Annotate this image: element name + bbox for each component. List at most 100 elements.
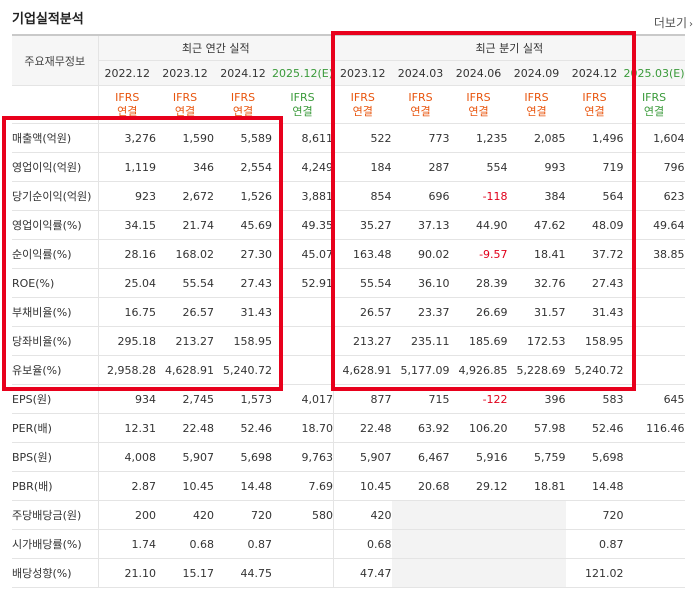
row-label: 시가배당률(%) xyxy=(12,529,99,559)
table-cell: 172.53 xyxy=(507,326,566,356)
more-link[interactable]: 더보기 › xyxy=(654,14,693,31)
table-cell: 26.69 xyxy=(449,297,508,327)
consolidation-label: 연결 xyxy=(410,104,431,118)
table-cell xyxy=(391,558,450,588)
table-cell: 1.74 xyxy=(98,529,156,559)
table-row: 배당성향(%) 21.10 15.17 44.75 47.47 121.02 xyxy=(12,558,685,588)
consolidation-label: 연결 xyxy=(526,104,547,118)
table-cell: 0.68 xyxy=(333,529,392,559)
table-cell: 4,628.91 xyxy=(333,355,392,385)
table-cell: 420 xyxy=(333,500,392,530)
consolidation-label: 연결 xyxy=(232,104,254,118)
table-cell: 9,763 xyxy=(272,442,335,472)
table-cell xyxy=(623,558,685,588)
table-cell: 23.37 xyxy=(391,297,450,327)
table-cell: 52.91 xyxy=(272,268,335,298)
table-cell: 47.47 xyxy=(333,558,392,588)
period-header: 2024.12 xyxy=(565,60,624,86)
accounting-standard-cell: IFRS 연결 xyxy=(272,85,335,124)
table-cell xyxy=(449,500,508,530)
table-cell: 34.15 xyxy=(98,210,156,240)
table-cell xyxy=(449,558,508,588)
table-cell: 5,240.72 xyxy=(214,355,272,385)
table-cell xyxy=(391,529,450,559)
table-cell: 5,916 xyxy=(449,442,508,472)
table-cell: 45.07 xyxy=(272,239,335,269)
table-cell xyxy=(391,500,450,530)
table-cell: 44.75 xyxy=(214,558,272,588)
table-row: 부채비율(%) 16.75 26.57 31.43 26.57 23.37 26.69 31.… xyxy=(12,297,685,327)
table-cell: 158.95 xyxy=(214,326,272,356)
accounting-standard-cell: IFRS 연결 xyxy=(449,85,508,124)
table-cell: 18.81 xyxy=(507,471,566,501)
table-cell: 1,235 xyxy=(449,123,508,153)
table-cell xyxy=(623,268,685,298)
corner-label: 주요재무정보 xyxy=(12,35,99,86)
table-cell: 773 xyxy=(391,123,450,153)
table-cell: 52.46 xyxy=(565,413,624,443)
annual-group-header: 최근 연간 실적 xyxy=(98,35,335,61)
table-cell: 25.04 xyxy=(98,268,156,298)
table-cell: 26.57 xyxy=(333,297,392,327)
table-cell: 36.10 xyxy=(391,268,450,298)
row-label: 주당배당금(원) xyxy=(12,500,99,530)
chevron-right-icon: › xyxy=(689,19,693,30)
consolidation-label: 연결 xyxy=(352,104,373,118)
table-cell: 48.09 xyxy=(565,210,624,240)
table-row: 순이익률(%) 28.16 168.02 27.30 45.07 163.48 90.02-… xyxy=(12,239,685,269)
table-cell: 2.87 xyxy=(98,471,156,501)
standard-label: IFRS xyxy=(350,90,375,104)
table-cell: 31.43 xyxy=(565,297,624,327)
accounting-standard-cell: IFRS 연결 xyxy=(623,85,685,124)
table-cell: 49.35 xyxy=(272,210,335,240)
table-cell: 934 xyxy=(98,384,156,414)
standard-label: IFRS xyxy=(582,90,607,104)
table-cell: 719 xyxy=(565,152,624,182)
table-cell: 993 xyxy=(507,152,566,182)
table-cell: 14.48 xyxy=(565,471,624,501)
period-header: 2023.12 xyxy=(333,60,392,86)
table-cell xyxy=(272,355,335,385)
table-cell: 396 xyxy=(507,384,566,414)
table-cell: 18.70 xyxy=(272,413,335,443)
table-cell xyxy=(623,442,685,472)
table-cell: 6,467 xyxy=(391,442,450,472)
table-cell: 5,907 xyxy=(333,442,392,472)
row-label: BPS(원) xyxy=(12,442,99,472)
consolidation-label: 연결 xyxy=(584,104,605,118)
table-cell: 346 xyxy=(156,152,214,182)
table-cell: 28.39 xyxy=(449,268,508,298)
table-cell xyxy=(507,529,566,559)
table-cell: 158.95 xyxy=(565,326,624,356)
row-label: 당기순이익(억원) xyxy=(12,181,99,211)
standard-label: IFRS xyxy=(290,90,315,104)
table-cell: 22.48 xyxy=(156,413,214,443)
table-cell xyxy=(623,355,685,385)
table-cell: 5,177.09 xyxy=(391,355,450,385)
row-label: EPS(원) xyxy=(12,384,99,414)
table-row: ROE(%) 25.04 55.54 27.43 52.91 55.54 36.10 28.3… xyxy=(12,268,685,298)
table-cell: 15.17 xyxy=(156,558,214,588)
table-cell: 32.76 xyxy=(507,268,566,298)
table-cell: 420 xyxy=(156,500,214,530)
table-cell: 55.54 xyxy=(333,268,392,298)
table-cell: 38.85 xyxy=(623,239,685,269)
table-cell: 720 xyxy=(565,500,624,530)
table-cell xyxy=(272,529,335,559)
table-cell: 4,628.91 xyxy=(156,355,214,385)
table-row: 영업이익률(%) 34.15 21.74 45.69 49.35 35.27 37.13 44… xyxy=(12,210,685,240)
table-row: EPS(원) 934 2,745 1,573 4,017 877 715 -122 396 583… xyxy=(12,384,685,414)
table-cell: 200 xyxy=(98,500,156,530)
row-label: PBR(배) xyxy=(12,471,99,501)
table-cell: 522 xyxy=(333,123,392,153)
table-row: BPS(원) 4,008 5,907 5,698 9,763 5,907 6,467 5,91… xyxy=(12,442,685,472)
accounting-standard-cell: IFRS 연결 xyxy=(507,85,566,124)
section-title: 기업실적분석 xyxy=(12,12,84,27)
table-cell: -122 xyxy=(449,384,508,414)
table-cell: 21.10 xyxy=(98,558,156,588)
table-cell xyxy=(272,558,335,588)
table-cell xyxy=(272,297,335,327)
table-cell: -118 xyxy=(449,181,508,211)
table-cell: 184 xyxy=(333,152,392,182)
standard-label: IFRS xyxy=(641,90,667,104)
